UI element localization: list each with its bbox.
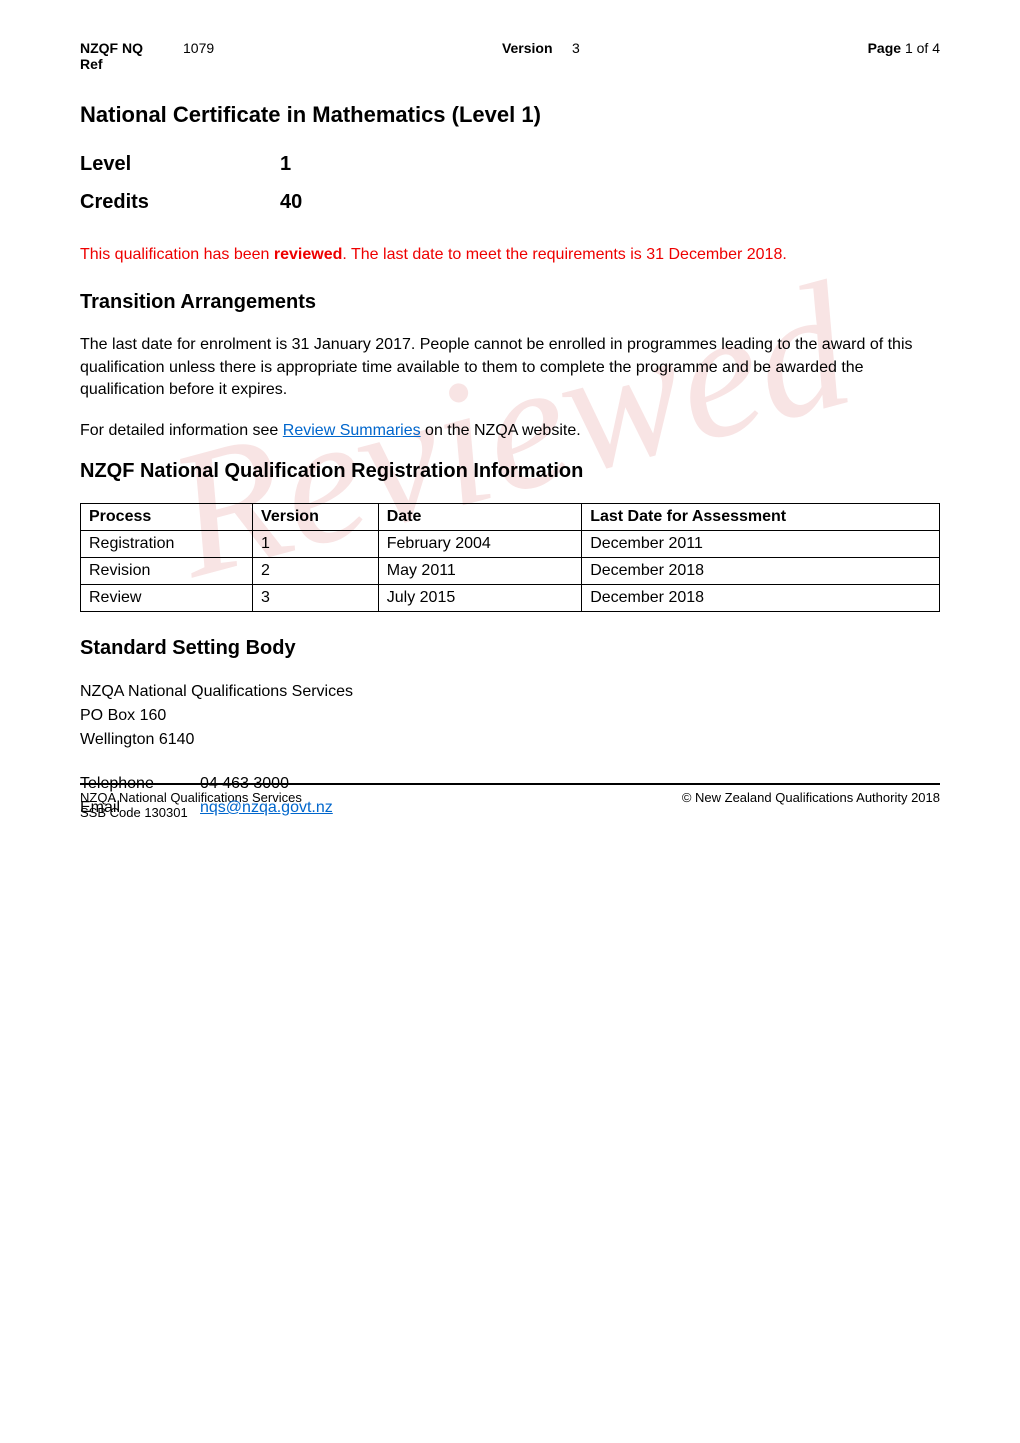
table-header: Process — [81, 503, 253, 530]
reviewed-notice: This qualification has been reviewed. Th… — [80, 244, 940, 266]
level-value: 1 — [280, 153, 291, 176]
ssb-address: NZQA National Qualifications Services PO… — [80, 680, 940, 752]
transition-heading: Transition Arrangements — [80, 291, 940, 314]
nq-value: 1079 — [183, 40, 214, 72]
nq-label: NZQF NQ — [80, 40, 143, 56]
table-row: Registration 1 February 2004 December 20… — [81, 530, 940, 557]
table-row: Review 3 July 2015 December 2018 — [81, 584, 940, 611]
registration-table: Process Version Date Last Date for Asses… — [80, 503, 940, 612]
table-header: Version — [253, 503, 379, 530]
ssb-heading: Standard Setting Body — [80, 637, 940, 660]
telephone-value: 04 463 3000 — [200, 772, 289, 796]
review-summaries-link[interactable]: Review Summaries — [283, 422, 421, 439]
table-header: Date — [378, 503, 581, 530]
transition-para2: For detailed information see Review Summ… — [80, 420, 940, 442]
version-value: 3 — [572, 40, 580, 56]
page-title: National Certificate in Mathematics (Lev… — [80, 102, 940, 128]
ref-label: Ref — [80, 56, 103, 72]
contact-info: Telephone 04 463 3000 Email nqs@nzqa.gov… — [80, 772, 940, 820]
table-header: Last Date for Assessment — [582, 503, 940, 530]
registration-heading: NZQF National Qualification Registration… — [80, 460, 940, 483]
page-header: NZQF NQ Ref 1079 Version 3 Page 1 of 4 — [80, 40, 940, 72]
credits-value: 40 — [280, 191, 302, 214]
transition-para1: The last date for enrolment is 31 Januar… — [80, 334, 940, 401]
level-label: Level — [80, 153, 280, 176]
email-label: Email — [80, 796, 200, 820]
telephone-label: Telephone — [80, 772, 200, 796]
page-label: Page — [868, 40, 901, 56]
version-label: Version — [502, 40, 553, 56]
table-row: Revision 2 May 2011 December 2018 — [81, 557, 940, 584]
credits-label: Credits — [80, 191, 280, 214]
page-value: 1 of 4 — [905, 40, 940, 56]
email-link[interactable]: nqs@nzqa.govt.nz — [200, 799, 333, 816]
